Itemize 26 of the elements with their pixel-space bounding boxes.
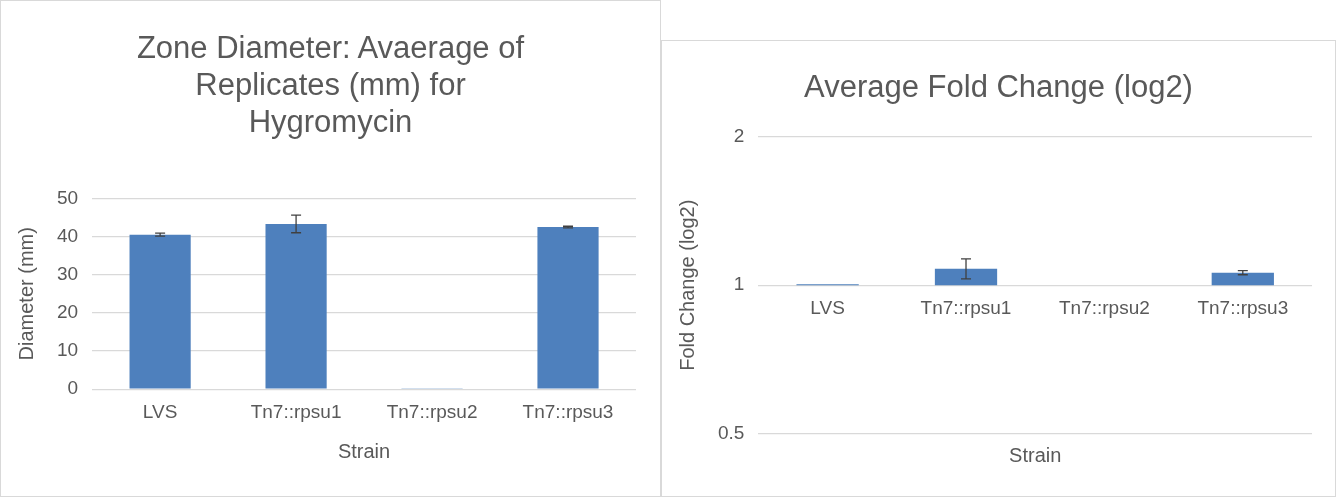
y-tick-label: 30: [56, 262, 79, 284]
y-tick-label: 0.5: [717, 422, 745, 444]
x-tick-label: Tn7::rpsu1: [250, 400, 342, 422]
chart-title: Average Fold Change (log2): [803, 68, 1194, 105]
bar: [129, 234, 191, 389]
x-axis-title: Strain: [1009, 443, 1062, 466]
x-tick-label: LVS: [810, 296, 845, 318]
y-tick-label: 0: [67, 377, 79, 399]
y-tick-label: 1: [733, 273, 745, 295]
y-tick-label: 10: [56, 339, 79, 361]
x-tick-label: LVS: [142, 400, 178, 422]
x-tick-label: Tn7::rpsu1: [920, 296, 1012, 318]
y-axis-title: Diameter (mm): [14, 227, 37, 361]
y-tick-label: 2: [733, 124, 745, 146]
x-tick-label: Tn7::rpsu3: [1197, 296, 1289, 318]
x-axis-title: Strain: [337, 439, 391, 462]
x-tick-label: Tn7::rpsu2: [386, 400, 478, 422]
y-tick-label: 40: [56, 224, 79, 246]
x-tick-label: Tn7::rpsu3: [522, 400, 614, 422]
x-tick-label: Tn7::rpsu2: [1058, 296, 1150, 318]
y-axis-title: Fold Change (log2): [675, 199, 698, 371]
y-tick-label: 20: [56, 301, 79, 323]
chart-title: Zone Diameter: Avaerage of Replicates (mm) for Hygromycin: [135, 29, 526, 140]
bar: [537, 227, 599, 389]
y-tick-label: 50: [56, 186, 79, 208]
bar: [265, 223, 327, 389]
